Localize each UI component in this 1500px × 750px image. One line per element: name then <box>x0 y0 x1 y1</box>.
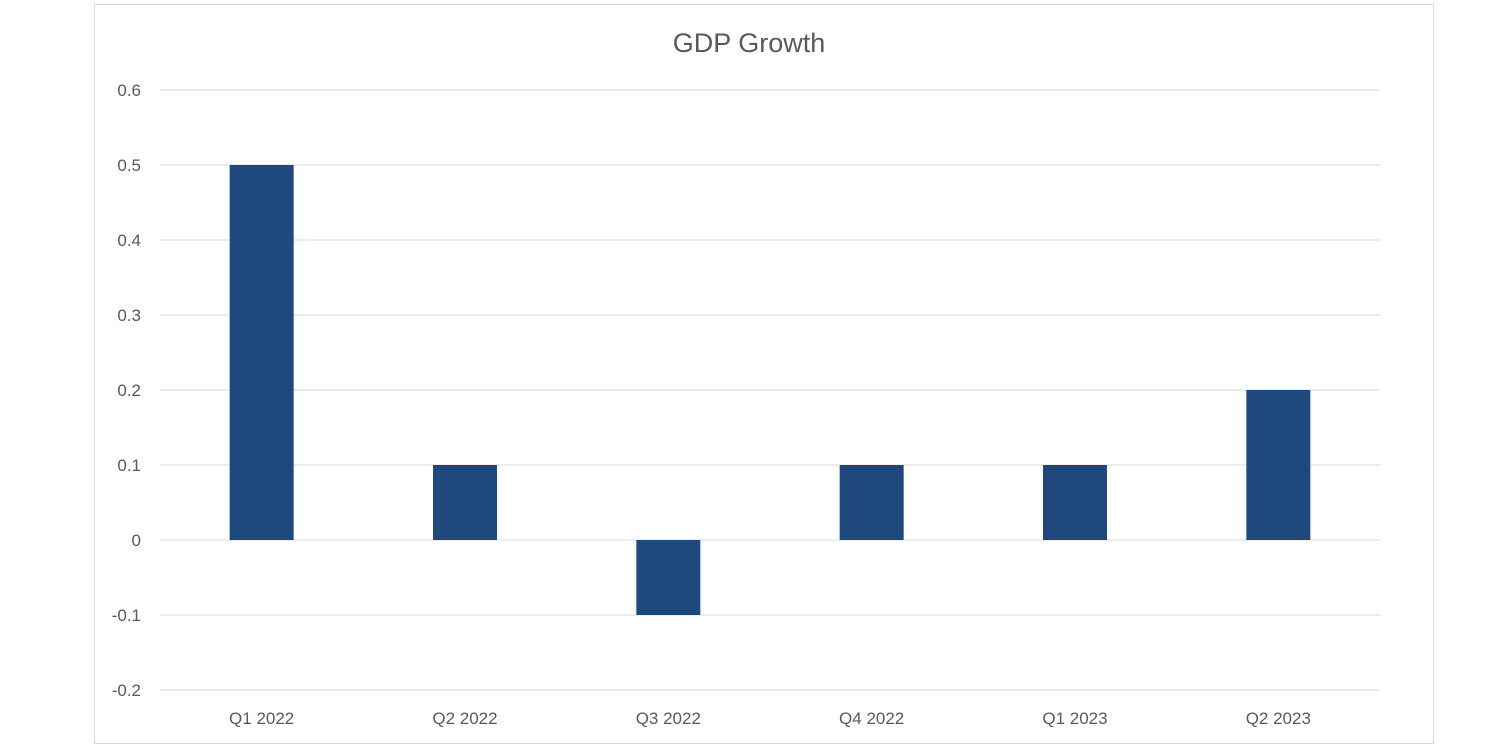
bars <box>229 165 1311 615</box>
y-tick-label: -0.2 <box>112 681 141 700</box>
y-tick-label: 0.5 <box>117 156 141 175</box>
x-tick-label: Q3 2022 <box>636 709 701 728</box>
x-tick-label: Q1 2023 <box>1042 709 1107 728</box>
y-tick-label: 0.4 <box>117 231 141 250</box>
chart-frame <box>94 4 1434 744</box>
bar <box>1043 465 1107 540</box>
x-tick-label: Q2 2022 <box>432 709 497 728</box>
x-tick-label: Q1 2022 <box>229 709 294 728</box>
bar <box>433 465 497 540</box>
y-tick-label: 0.1 <box>117 456 141 475</box>
x-axis-tick-labels: Q1 2022 Q2 2022 Q3 2022 Q4 2022 Q1 2023 Q2 20… <box>229 709 1311 728</box>
y-axis-tick-labels: -0.2 -0.1 0 0.1 0.2 0.3 0.4 0.5 0.6 <box>112 81 141 700</box>
gridlines <box>160 89 1380 691</box>
y-tick-label: 0.3 <box>117 306 141 325</box>
x-tick-label: Q2 2023 <box>1246 709 1311 728</box>
bar <box>839 465 904 540</box>
y-tick-label: -0.1 <box>112 606 141 625</box>
bar <box>229 165 294 540</box>
chart-title: GDP Growth <box>673 28 826 58</box>
y-tick-label: 0.6 <box>117 81 141 100</box>
bar <box>1246 390 1311 540</box>
bar <box>636 540 701 615</box>
x-tick-label: Q4 2022 <box>839 709 904 728</box>
y-tick-label: 0.2 <box>117 381 141 400</box>
y-tick-label: 0 <box>132 531 141 550</box>
